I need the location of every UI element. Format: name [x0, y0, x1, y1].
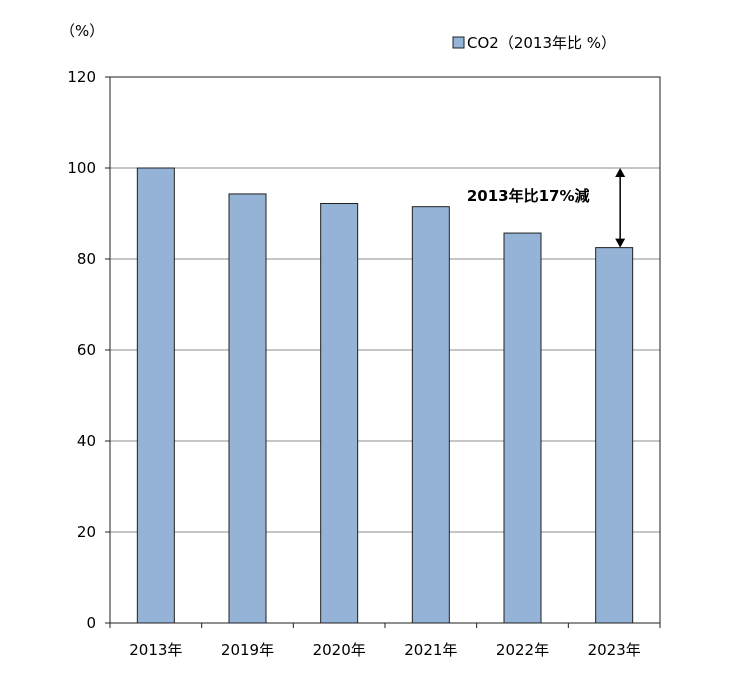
- legend-swatch: [452, 36, 465, 49]
- y-tick-label: 80: [77, 250, 96, 268]
- x-tick-label: 2013年: [129, 641, 182, 659]
- y-tick-label: 20: [77, 523, 96, 541]
- bar: [411, 206, 450, 624]
- gridlines: [110, 167, 660, 533]
- bar: [136, 167, 175, 624]
- y-tick-label: 0: [86, 614, 96, 632]
- y-axis-unit-label: （%）: [60, 22, 104, 40]
- y-axis-ticks: 0 20 40 60 80 100 120: [67, 68, 110, 632]
- legend: CO2（2013年比 %）: [452, 34, 616, 52]
- bar: [595, 247, 634, 624]
- arrow-head-bottom: [615, 238, 626, 248]
- reduction-annotation-label: 2013年比17%減: [467, 187, 590, 205]
- bars: [136, 167, 634, 624]
- x-tick-label: 2019年: [221, 641, 274, 659]
- bar: [228, 193, 267, 624]
- bar: [503, 232, 542, 624]
- arrow-head-top: [615, 168, 626, 177]
- y-tick-label: 40: [77, 432, 96, 450]
- x-axis-ticks: 2013年 2019年 2020年 2021年 2022年 2023年: [109, 623, 661, 659]
- reduction-annotation: 2013年比17%減: [467, 168, 626, 248]
- y-tick-label: 120: [67, 68, 96, 86]
- y-tick-label: 60: [77, 341, 96, 359]
- x-tick-label: 2023年: [588, 641, 641, 659]
- y-tick-label: 100: [67, 159, 96, 177]
- x-tick-label: 2020年: [313, 641, 366, 659]
- legend-label: CO2（2013年比 %）: [467, 34, 616, 52]
- x-tick-label: 2022年: [496, 641, 549, 659]
- x-tick-label: 2021年: [404, 641, 457, 659]
- bar: [320, 202, 359, 624]
